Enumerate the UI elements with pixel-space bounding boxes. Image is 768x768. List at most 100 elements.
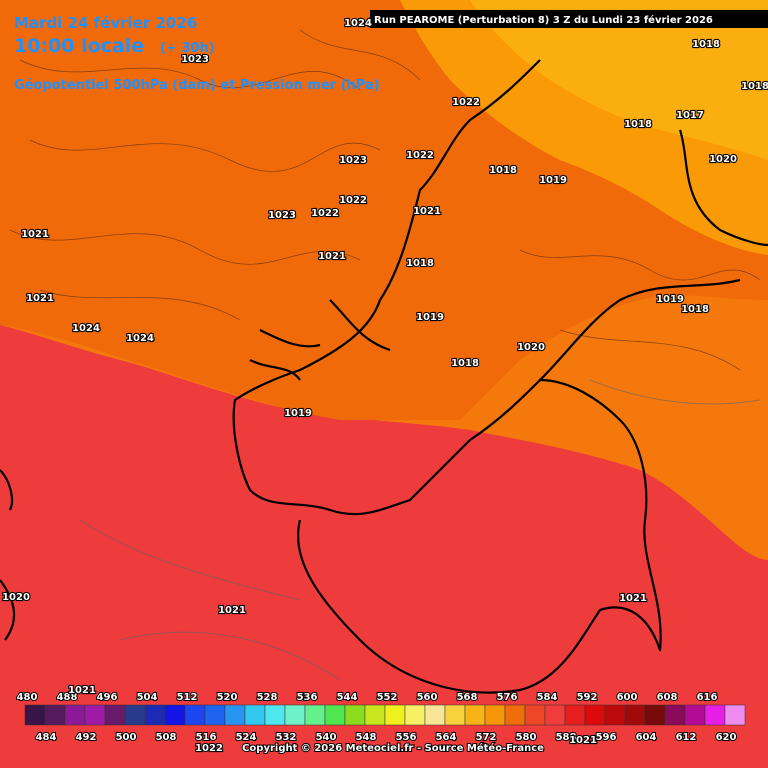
- scale-label: 604: [636, 732, 657, 743]
- scale-label: 484: [36, 732, 57, 743]
- scale-label: 552: [377, 692, 398, 703]
- coastline-east: [0, 129, 768, 641]
- scale-label: 576: [497, 692, 518, 703]
- field-yellow: [470, 0, 768, 160]
- scale-label: 536: [297, 692, 318, 703]
- scale-label: 560: [417, 692, 438, 703]
- scale-label: 592: [577, 692, 598, 703]
- isobar-label: 1024: [344, 18, 372, 29]
- isobar-label: 1021: [413, 206, 441, 217]
- scale-label: 516: [196, 732, 217, 743]
- scale-label: 620: [716, 732, 737, 743]
- lakes: [249, 299, 391, 381]
- scale-swatch: [24, 704, 46, 726]
- scale-swatch: [704, 704, 726, 726]
- subtitle: Géopotentiel 500hPa (dam) et Pression me…: [14, 78, 380, 93]
- scale-label: 580: [516, 732, 537, 743]
- isobar-label: 1024: [126, 333, 154, 344]
- isobar-label: 1018: [681, 304, 709, 315]
- rivers: [79, 379, 761, 681]
- scale-swatch: [344, 704, 366, 726]
- scale-swatch: [364, 704, 386, 726]
- scale-swatch: [304, 704, 326, 726]
- scale-swatch: [444, 704, 466, 726]
- isobar-label: 1021: [26, 293, 54, 304]
- scale-swatch: [424, 704, 446, 726]
- scale-swatch: [324, 704, 346, 726]
- isobar-label: 1020: [709, 154, 737, 165]
- scale-label: 532: [276, 732, 297, 743]
- scale-label: 608: [657, 692, 678, 703]
- scale-label: 584: [537, 692, 558, 703]
- scale-label: 488: [57, 692, 78, 703]
- isobar-label: 1020: [2, 592, 30, 603]
- isobar-label: 1022: [339, 195, 367, 206]
- copyright: Copyright © 2026 Meteociel.fr - Source M…: [242, 742, 544, 754]
- run-box: [370, 10, 768, 28]
- isobar-label: 1022: [452, 97, 480, 108]
- scale-label: 492: [76, 732, 97, 743]
- scale-swatch: [124, 704, 146, 726]
- offset: (+ 30h): [160, 41, 215, 56]
- scale-swatch: [604, 704, 626, 726]
- scale-swatch: [404, 704, 426, 726]
- isobar-label: 1020: [517, 342, 545, 353]
- scale-swatch: [664, 704, 686, 726]
- coastline-sea: [297, 378, 662, 694]
- scale-label: 616: [697, 692, 718, 703]
- isobar-label: 1017: [676, 110, 704, 121]
- scale-swatch: [44, 704, 66, 726]
- isobar-label: 1023: [181, 54, 209, 65]
- isobar-label: 1019: [539, 175, 567, 186]
- scale-swatch: [684, 704, 706, 726]
- isobar-label: 1023: [339, 155, 367, 166]
- isobar-label: 1023: [268, 210, 296, 221]
- scale-label: 572: [476, 732, 497, 743]
- scale-swatch: [564, 704, 586, 726]
- scale-label: 480: [17, 692, 38, 703]
- isobar-label: 1018: [451, 358, 479, 369]
- scale-swatch: [244, 704, 266, 726]
- isobar-label: 1021: [569, 735, 597, 746]
- scale-label: 612: [676, 732, 697, 743]
- scale-label: 512: [177, 692, 198, 703]
- isobar-label: 1021: [68, 685, 96, 696]
- scale-label: 520: [217, 692, 238, 703]
- scale-label: 528: [257, 692, 278, 703]
- scale-label: 556: [396, 732, 417, 743]
- scale-swatch: [84, 704, 106, 726]
- date: Mardi 24 février 2026: [14, 14, 197, 32]
- scale-swatch: [64, 704, 86, 726]
- isobar-label: 1022: [195, 743, 223, 754]
- isobar-label: 1022: [406, 150, 434, 161]
- scale-swatch: [204, 704, 226, 726]
- scale-label: 600: [617, 692, 638, 703]
- isobar-label: 1024: [72, 323, 100, 334]
- scale-swatch: [524, 704, 546, 726]
- scale-swatch: [164, 704, 186, 726]
- scale-label: 564: [436, 732, 457, 743]
- scale-swatch: [484, 704, 506, 726]
- scale-label: 568: [457, 692, 478, 703]
- scale-swatch: [224, 704, 246, 726]
- isobar-label: 1019: [416, 312, 444, 323]
- isobar-label: 1021: [218, 605, 246, 616]
- scale-swatch: [184, 704, 206, 726]
- scale-swatch: [724, 704, 746, 726]
- color-scale: 480 488 496 504 512 520 528 536 544 552 560 568 576 5…: [16, 691, 746, 744]
- run-info: Run PEAROME (Perturbation 8) 3 Z du Lund…: [374, 14, 713, 26]
- isobar-label: 1019: [656, 294, 684, 305]
- isobar-label: 1021: [21, 229, 49, 240]
- isobar-label: 1018: [692, 39, 720, 50]
- scale-label: 508: [156, 732, 177, 743]
- scale-swatch: [584, 704, 606, 726]
- isobar-label: 1018: [489, 165, 517, 176]
- scale-label: 548: [356, 732, 377, 743]
- scale-swatch: [384, 704, 406, 726]
- isobar-label: 1022: [311, 208, 339, 219]
- scale-swatch: [284, 704, 306, 726]
- scale-swatch: [144, 704, 166, 726]
- scale-label: 596: [596, 732, 617, 743]
- relief-lines: [9, 29, 761, 371]
